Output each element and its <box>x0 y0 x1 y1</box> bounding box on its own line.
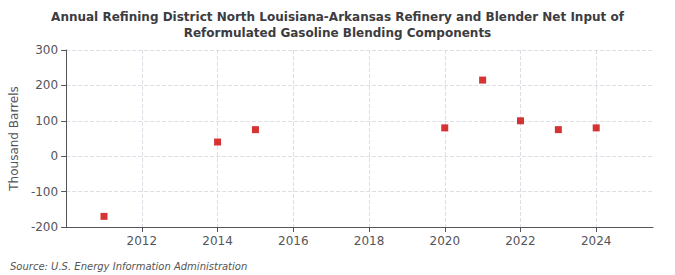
svg-text:2018: 2018 <box>354 234 385 248</box>
svg-text:-100: -100 <box>31 185 58 199</box>
svg-text:2020: 2020 <box>429 234 460 248</box>
svg-text:200: 200 <box>35 78 58 92</box>
svg-text:Source: U.S. Energy Informatio: Source: U.S. Energy Information Administ… <box>10 261 247 272</box>
svg-text:100: 100 <box>35 114 58 128</box>
svg-text:2014: 2014 <box>202 234 233 248</box>
svg-text:-200: -200 <box>31 220 58 234</box>
svg-text:2012: 2012 <box>127 234 158 248</box>
svg-text:300: 300 <box>35 43 58 57</box>
svg-text:Annual Refining District North: Annual Refining District North Louisiana… <box>51 10 625 24</box>
svg-text:Reformulated Gasoline Blending: Reformulated Gasoline Blending Component… <box>184 26 492 40</box>
svg-text:0: 0 <box>50 149 58 163</box>
svg-text:2022: 2022 <box>505 234 536 248</box>
svg-text:Thousand Barrels: Thousand Barrels <box>7 86 21 191</box>
svg-text:2024: 2024 <box>581 234 612 248</box>
svg-text:2016: 2016 <box>278 234 309 248</box>
